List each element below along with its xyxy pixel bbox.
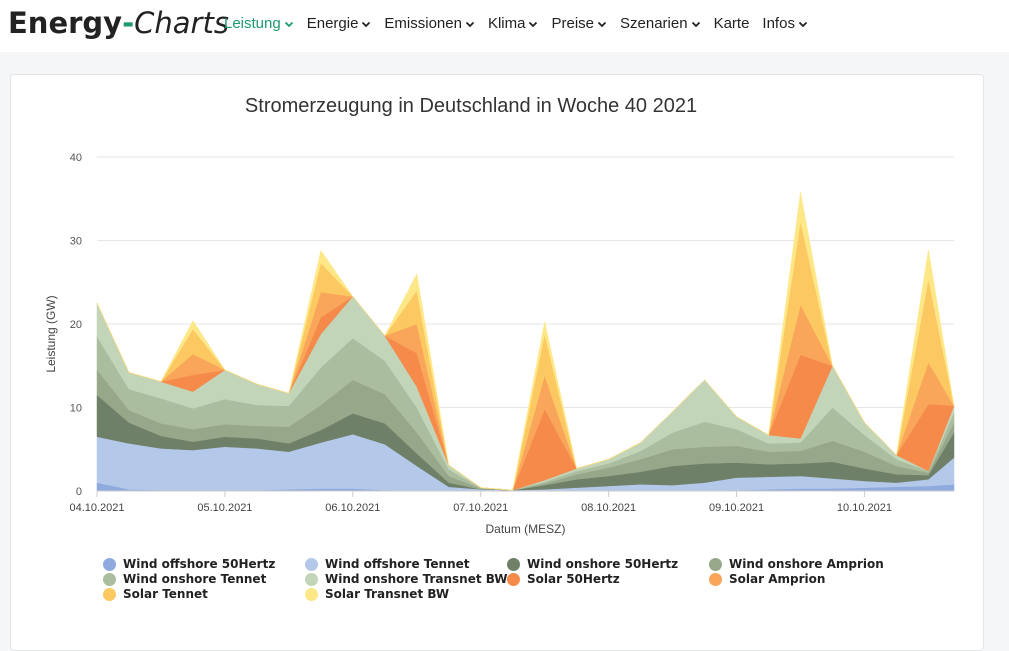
chevron-down-icon: [798, 21, 808, 27]
nav-item-leistung[interactable]: Leistung: [224, 15, 294, 32]
nav-label: Energie: [306, 15, 359, 32]
x-tick-label: 06.10.2021: [325, 502, 380, 514]
y-tick-label: 0: [76, 486, 82, 498]
nav-label: Szenarien: [620, 15, 688, 32]
chevron-down-icon: [465, 21, 475, 27]
legend-item[interactable]: Wind offshore Tennet: [305, 557, 469, 571]
legend-item[interactable]: Wind offshore 50Hertz: [103, 557, 275, 571]
x-axis-title: Datum (MESZ): [485, 522, 565, 536]
legend-swatch: [305, 572, 318, 586]
nav-item-preise[interactable]: Preise: [551, 15, 607, 32]
legend-item[interactable]: Wind onshore Tennet: [103, 572, 266, 586]
nav-item-klima[interactable]: Klima: [488, 15, 539, 32]
x-tick-label: 05.10.2021: [197, 502, 252, 514]
legend-swatch: [305, 587, 318, 601]
brand-logo[interactable]: Energy-Charts: [8, 6, 229, 40]
nav-label: Infos: [762, 15, 795, 32]
nav-item-szenarien[interactable]: Szenarien: [620, 15, 701, 32]
chevron-down-icon: [284, 21, 293, 27]
legend-swatch: [709, 572, 722, 586]
legend-label: Wind onshore 50Hertz: [527, 557, 679, 571]
nav-label: Preise: [551, 15, 595, 32]
legend-swatch: [305, 557, 318, 571]
y-tick-label: 40: [70, 152, 82, 164]
legend-item[interactable]: Wind onshore Amprion: [709, 557, 884, 571]
main-nav: Leistung Energie Emissionen Klima Preise Szen…: [224, 15, 821, 32]
legend-swatch: [103, 587, 116, 601]
x-tick-label: 09.10.2021: [709, 502, 764, 514]
legend-label: Wind onshore Transnet BW: [325, 572, 508, 586]
legend-swatch: [709, 557, 722, 571]
legend-swatch: [507, 572, 520, 586]
legend-item[interactable]: Solar Tennet: [103, 587, 208, 601]
chart-title: Stromerzeugung in Deutschland in Woche 4…: [244, 95, 698, 117]
legend-swatch: [103, 572, 116, 586]
legend-item[interactable]: Solar 50Hertz: [507, 572, 620, 586]
legend-item[interactable]: Solar Amprion: [709, 572, 825, 586]
nav-label: Emissionen: [384, 15, 462, 32]
brand-dash: -: [122, 6, 135, 40]
chevron-down-icon: [362, 21, 371, 27]
legend-label: Wind onshore Tennet: [123, 572, 267, 586]
chevron-down-icon: [691, 21, 700, 27]
brand-part1: Energy: [8, 6, 123, 40]
nav-label: Leistung: [224, 15, 281, 32]
x-tick-label: 10.10.2021: [837, 502, 892, 514]
legend-item[interactable]: Solar Transnet BW: [305, 587, 449, 601]
y-tick-label: 30: [70, 236, 82, 248]
top-navbar: Energy-Charts Leistung Energie Emissionen K…: [0, 0, 1009, 52]
chevron-down-icon: [597, 21, 607, 27]
nav-item-karte[interactable]: Karte: [714, 15, 750, 32]
legend-swatch: [507, 557, 520, 571]
legend-item[interactable]: Wind onshore 50Hertz: [507, 557, 678, 571]
legend-label: Solar Amprion: [729, 572, 826, 586]
nav-label: Karte: [713, 15, 750, 32]
nav-item-infos[interactable]: Infos: [762, 15, 808, 32]
y-tick-label: 10: [70, 403, 82, 415]
series-area-solar-transnet-bw: [96, 191, 955, 491]
y-axis-title: Leistung (GW): [44, 295, 58, 372]
y-tick-label: 20: [70, 319, 82, 331]
legend-label: Wind offshore Tennet: [325, 557, 470, 571]
legend-label: Solar 50Hertz: [527, 572, 620, 586]
legend-label: Wind onshore Amprion: [729, 557, 884, 571]
chevron-down-icon: [529, 21, 538, 27]
legend-label: Wind offshore 50Hertz: [123, 557, 276, 571]
nav-item-energie[interactable]: Energie: [307, 15, 372, 32]
x-tick-label: 07.10.2021: [453, 502, 508, 514]
legend-label: Solar Tennet: [123, 587, 208, 601]
nav-label: Klima: [487, 15, 526, 32]
x-tick-label: 04.10.2021: [69, 502, 124, 514]
x-tick-label: 08.10.2021: [581, 502, 636, 514]
brand-part2: Charts: [134, 6, 229, 40]
legend-label: Solar Transnet BW: [325, 587, 450, 601]
nav-item-emissionen[interactable]: Emissionen: [384, 15, 475, 32]
legend-item[interactable]: Wind onshore Transnet BW: [305, 572, 508, 586]
chart-svg: 0 10 20 30 40 04.10.2021 05.10.2021 06.10.2021 0…: [44, 152, 955, 536]
legend-swatch: [103, 557, 116, 571]
chart-card: Stromerzeugung in Deutschland in Woche 4…: [10, 74, 984, 651]
